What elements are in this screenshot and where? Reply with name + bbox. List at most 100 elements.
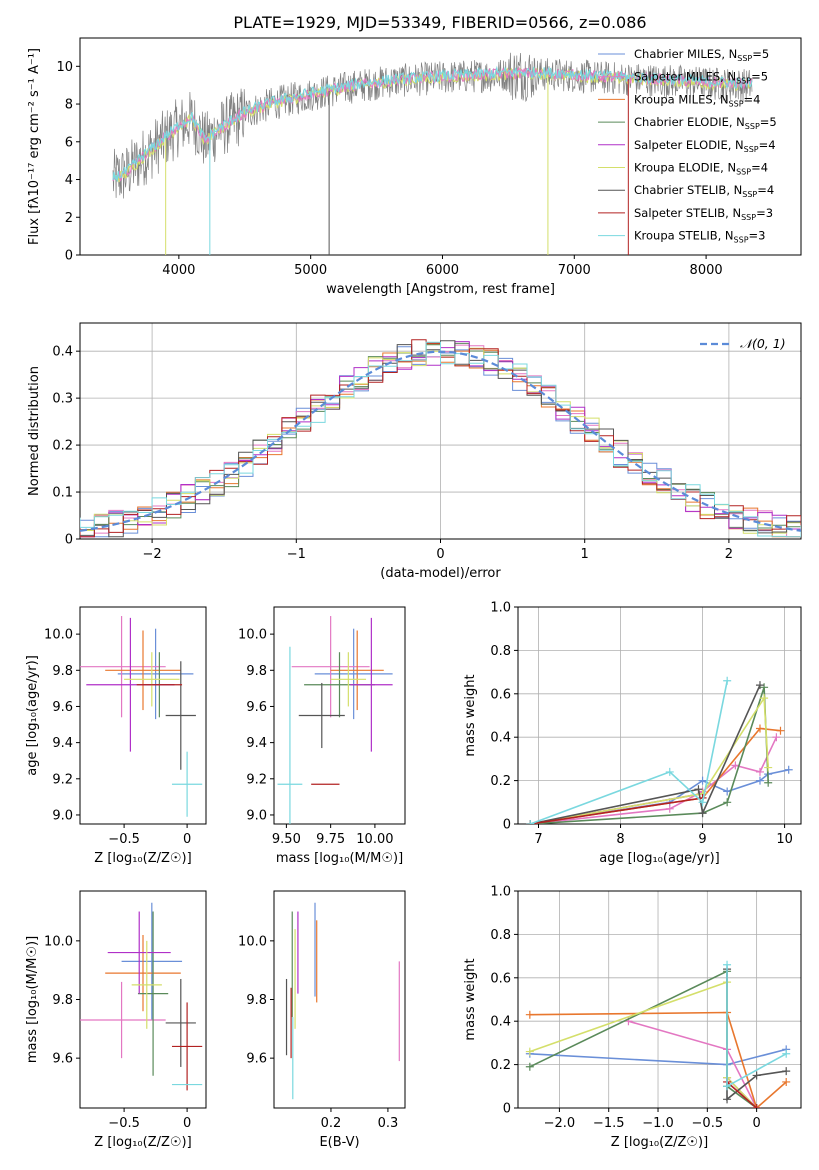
age_vs_Z-axes: −0.5 0 9.0 9.2 9.4 9.6 9.8 10.0 Z [log₁₀(Z/Z☉)] a… [25, 606, 207, 866]
legend-label: Salpeter ELODIE, NSSP=4 [634, 138, 776, 154]
y-tick-label: 2 [65, 211, 73, 226]
weight-line-salpeter_stelib [530, 797, 703, 824]
y-tick-label: 9.8 [246, 664, 267, 679]
x-tick-label: −0.5 [692, 1116, 724, 1131]
x-axis-label: E(B-V) [319, 1135, 359, 1150]
y-tick-label: 0.6 [490, 687, 511, 702]
axes-frame [79, 890, 207, 1109]
x-tick-label: 6000 [426, 263, 459, 278]
mass_weight_vs_Z-plot [525, 960, 791, 1108]
weight-marker-chabrier_stelib [782, 1067, 791, 1076]
x-tick-label: 0.3 [378, 1116, 399, 1131]
weight-marker-chabrier_stelib [694, 785, 703, 794]
y-tick-label: 0.1 [52, 486, 73, 501]
axes-frame [273, 890, 406, 1109]
mass_vs_ebv-plot [285, 902, 400, 1100]
y-tick-label: 9.0 [246, 808, 267, 823]
legend-label: Kroupa MILES, NSSP=4 [634, 92, 760, 108]
weight-marker-chabrier_stelib [698, 809, 707, 818]
axes-frame [273, 606, 406, 825]
x-axis-label: Z [log₁₀(Z/Z☉)] [94, 851, 191, 866]
x-tick-label: −2 [143, 547, 162, 562]
spectrum-axes: 4000 5000 6000 7000 8000 0 2 4 6 8 10 wavelength [A… [27, 37, 802, 297]
page-title: PLATE=1929, MJD=53349, FIBERID=0566, z=0… [233, 13, 646, 32]
legend-label: Salpeter MILES, NSSP=5 [634, 70, 768, 86]
weight-marker-kroupa_stelib [723, 676, 732, 685]
x-tick-label: −2.0 [544, 1116, 576, 1131]
x-tick-label: 2 [725, 547, 733, 562]
weight-marker-kroupa_stelib [723, 960, 732, 969]
x-tick-label: −0.5 [108, 1116, 140, 1131]
y-tick-label: 10.0 [44, 934, 73, 949]
y-tick-label: 1.0 [490, 885, 511, 900]
y-axis-label: Normed distribution [27, 366, 42, 496]
y-tick-label: 4 [65, 173, 73, 188]
y-tick-label: 0.2 [52, 439, 73, 454]
x-tick-label: −1 [287, 547, 306, 562]
y-tick-label: 0.2 [490, 774, 511, 789]
x-tick-label: 8000 [690, 263, 723, 278]
weight-marker-chabrier_stelib [723, 1095, 732, 1104]
y-tick-label: 9.6 [52, 700, 73, 715]
weight-marker-chabrier_stelib [755, 681, 764, 690]
weight-marker-chabrier_miles [698, 776, 707, 785]
y-tick-label: 0 [503, 818, 511, 833]
age_vs_Z-plot [80, 616, 203, 817]
y-tick-label: 9.6 [52, 1052, 73, 1067]
x-tick-label: −1.5 [593, 1116, 625, 1131]
mass_weight_vs_age-axes: 7 8 9 10 0 0.2 0.4 0.6 0.8 1.0 age [log₁₀(age/yr)]… [463, 601, 802, 866]
y-tick-label: 9.4 [246, 736, 267, 751]
weight-marker-kroupa_stelib [782, 1049, 791, 1058]
x-tick-label: 7 [534, 832, 542, 847]
y-tick-label: 0 [65, 533, 73, 548]
mass_weight_vs_age-plot [526, 676, 793, 824]
residuals-plot [80, 339, 801, 538]
axes-frame [79, 606, 207, 825]
y-tick-label: 9.8 [246, 993, 267, 1008]
y-tick-label: 9.8 [52, 993, 73, 1008]
y-tick-label: 0.3 [52, 392, 73, 407]
axes-frame [79, 37, 802, 256]
y-tick-label: 9.2 [246, 772, 267, 787]
weight-marker-kroupa_miles [755, 724, 764, 733]
weight-marker-chabrier_elodie [525, 1062, 534, 1071]
x-axis-label: age [log₁₀(age/yr)] [599, 851, 720, 866]
axes-frame [517, 890, 802, 1109]
mass_vs_Z-axes: −0.5 0 9.6 9.8 10.0 Z [log₁₀(Z/Z☉)] mass [log₁… [25, 890, 207, 1150]
x-axis-label: mass [log₁₀(M/M☉)] [276, 851, 403, 866]
x-tick-label: 0 [183, 1116, 191, 1131]
x-tick-label: 0 [752, 1116, 760, 1131]
y-tick-label: 9.4 [52, 736, 73, 751]
y-axis-label: mass [log₁₀(M/M☉)] [25, 936, 40, 1063]
y-tick-label: 0.4 [490, 1015, 511, 1030]
weight-marker-chabrier_elodie [723, 798, 732, 807]
y-tick-label: 10 [56, 60, 73, 75]
mass_vs_ebv-axes: 0.2 0.3 9.6 9.8 10.0 E(B-V) [238, 890, 406, 1150]
y-axis-label: mass weight [463, 958, 478, 1040]
x-tick-label: 10.00 [356, 832, 393, 847]
x-tick-label: 7000 [558, 263, 591, 278]
x-tick-label: 9.75 [316, 832, 345, 847]
y-tick-label: 10.0 [238, 628, 267, 643]
x-tick-label: 5000 [294, 263, 327, 278]
weight-marker-chabrier_elodie [760, 683, 769, 692]
x-axis-label: Z [log₁₀(Z/Z☉)] [94, 1135, 191, 1150]
weight-line-kroupa_miles [529, 1011, 787, 1108]
weight-marker-chabrier_stelib [752, 1071, 761, 1080]
y-tick-label: 10.0 [238, 934, 267, 949]
x-tick-label: 0.2 [321, 1116, 342, 1131]
y-tick-label: 9.6 [246, 700, 267, 715]
mass_vs_Z-plot [80, 902, 203, 1091]
y-tick-label: 0.8 [490, 928, 511, 943]
spectrum-plot [112, 52, 753, 255]
histogram-kroupa_stelib [80, 341, 801, 538]
y-tick-label: 0 [503, 1102, 511, 1117]
x-tick-label: 0 [183, 832, 191, 847]
x-axis-label: Z [log₁₀(Z/Z☉)] [611, 1135, 708, 1150]
legend-label: 𝒩(0, 1) [740, 336, 786, 351]
y-tick-label: 6 [65, 135, 73, 150]
weight-marker-chabrier_miles [755, 776, 764, 785]
residuals-axes: −2 −1 0 1 2 0 0.1 0.2 0.3 0.4 (data-model)/error No… [27, 322, 802, 581]
legend-label: Chabrier ELODIE, NSSP=5 [634, 115, 777, 131]
